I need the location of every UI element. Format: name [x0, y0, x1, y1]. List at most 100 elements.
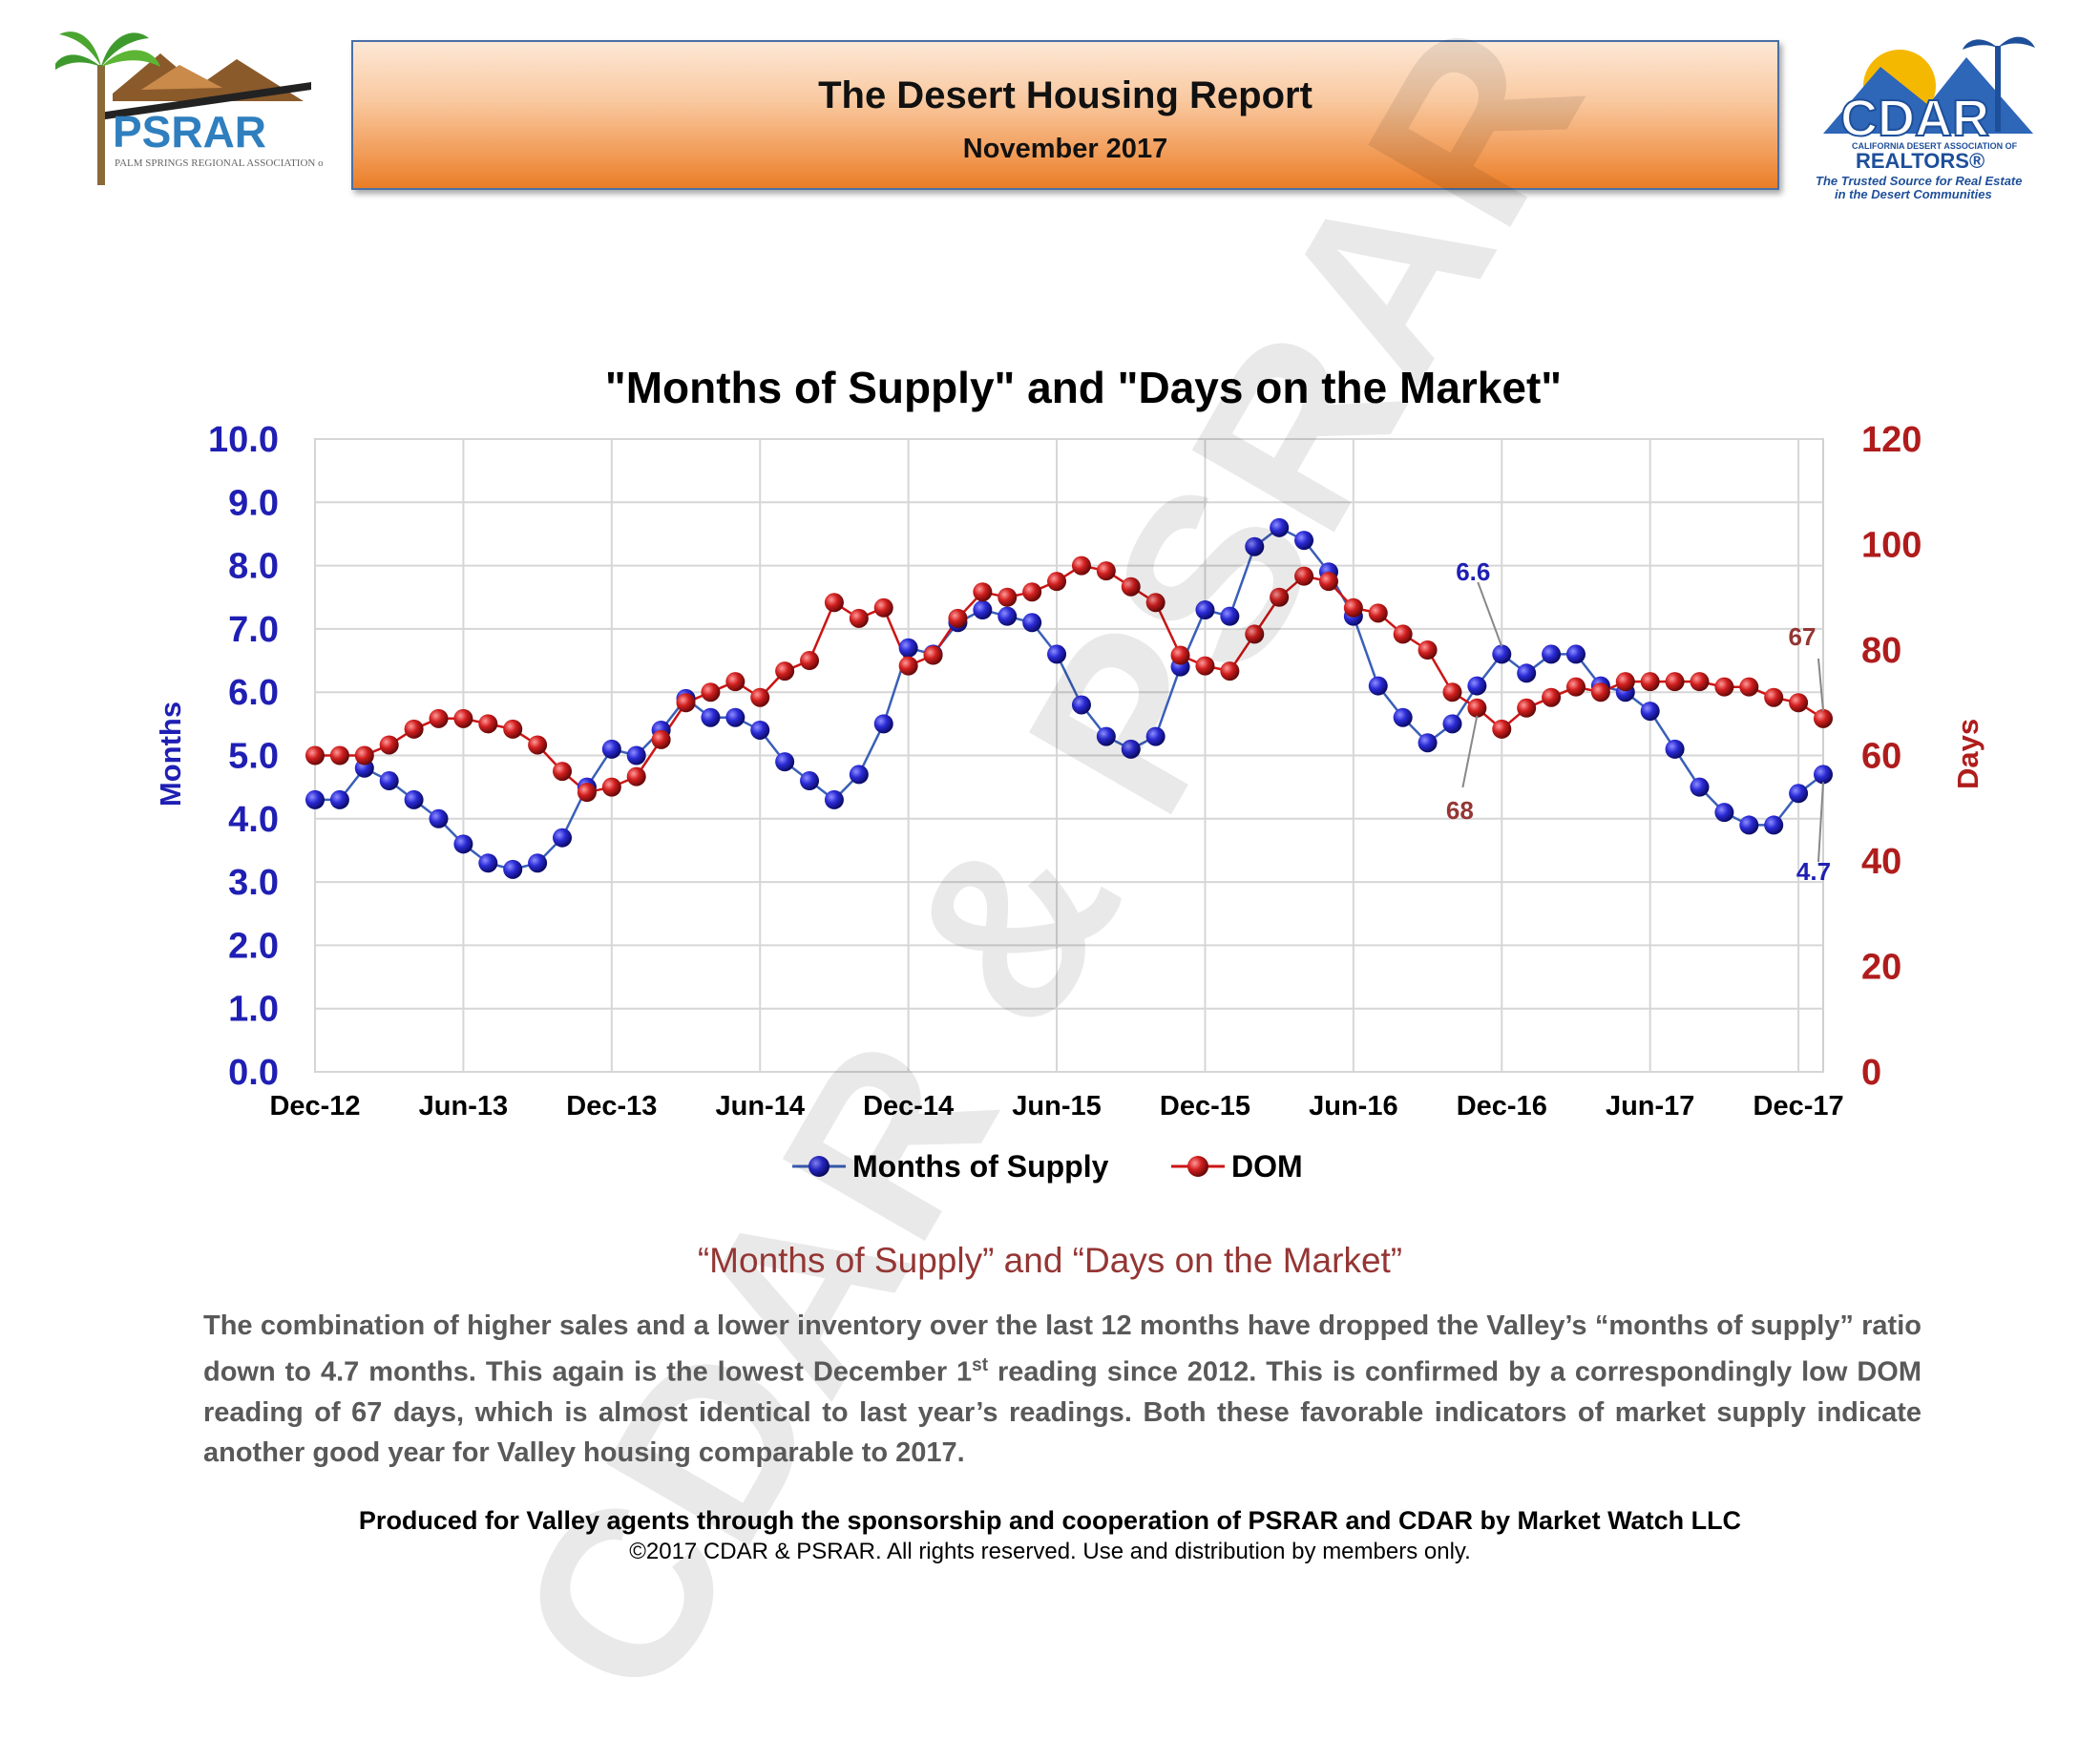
- annotation-leader: [1817, 782, 1824, 863]
- dom-point: [923, 645, 943, 665]
- months-of-supply-point: [1220, 606, 1240, 626]
- cdar-logo-subtext: CALIFORNIA DESERT ASSOCIATION OF: [1852, 141, 2018, 151]
- annotation-leader: [1461, 715, 1479, 788]
- months-of-supply-point: [1047, 644, 1067, 664]
- months-of-supply-point: [305, 789, 325, 809]
- dom-point: [404, 719, 424, 739]
- months-of-supply-point: [528, 853, 548, 873]
- footer-credit: Produced for Valley agents through the s…: [358, 1506, 1742, 1535]
- months-of-supply-point: [1640, 702, 1660, 722]
- dom-point: [1195, 656, 1215, 676]
- dom-point: [429, 708, 449, 728]
- months-of-supply-point: [1492, 644, 1512, 664]
- months-of-supply-point: [800, 771, 820, 791]
- dom-point: [354, 745, 374, 765]
- cdar-tagline-2: in the Desert Communities: [1835, 187, 1992, 201]
- section-body: The combination of higher sales and a lo…: [203, 1306, 1922, 1473]
- dom-point: [478, 714, 498, 734]
- dom-point: [453, 708, 473, 728]
- dom-point: [775, 661, 795, 681]
- y-right-tick-label: 60: [1861, 737, 1901, 777]
- y-left-tick-label: 8.0: [228, 547, 279, 587]
- months-of-supply-point: [849, 765, 869, 785]
- dom-point: [503, 719, 523, 739]
- annotation-dom-dec16: 68: [1446, 796, 1474, 825]
- y-left-tick-label: 4.0: [228, 800, 279, 840]
- x-tick-label: Jun-13: [419, 1091, 508, 1122]
- months-of-supply-point: [1195, 600, 1215, 620]
- y-left-tick-label: 7.0: [228, 610, 279, 650]
- months-of-supply-point: [824, 789, 844, 809]
- dom-point: [1442, 682, 1462, 702]
- months-of-supply-point: [1517, 663, 1537, 683]
- months-of-supply-point: [1245, 536, 1265, 556]
- y-axis-right-label: Days: [1951, 719, 1984, 789]
- y-left-tick-label: 5.0: [228, 737, 279, 777]
- body-text-superscript: st: [972, 1355, 989, 1375]
- months-of-supply-point: [1739, 815, 1759, 835]
- cdar-tagline-1: The Trusted Source for Real Estate: [1816, 174, 2023, 188]
- dom-point: [973, 582, 993, 602]
- annotation-leader: [1817, 658, 1824, 711]
- dom-point: [725, 672, 746, 692]
- dom-point: [948, 608, 968, 628]
- months-of-supply-point: [1542, 644, 1562, 664]
- dom-point: [1121, 577, 1141, 597]
- dom-point: [1714, 677, 1734, 697]
- months-of-supply-point: [1418, 733, 1438, 753]
- y-right-tick-label: 40: [1861, 842, 1901, 882]
- months-of-supply-point: [973, 600, 993, 620]
- months-of-supply-point: [750, 720, 770, 740]
- x-tick-label: Dec-15: [1160, 1091, 1250, 1122]
- months-of-supply-point: [1442, 714, 1462, 734]
- chart-title: "Months of Supply" and "Days on the Mark…: [605, 363, 1562, 412]
- dom-point: [701, 682, 721, 702]
- x-tick-label: Dec-13: [566, 1091, 657, 1122]
- annotation-leader: [1477, 581, 1503, 647]
- dom-point: [998, 587, 1018, 607]
- dom-point: [553, 762, 573, 782]
- y-right-tick-label: 120: [1861, 420, 1922, 460]
- months-of-supply-point: [1690, 777, 1710, 797]
- dom-point: [1789, 693, 1809, 713]
- cdar-logo-text: CDAR: [1840, 90, 1989, 147]
- dom-point: [1096, 561, 1116, 581]
- dom-point: [1565, 677, 1586, 697]
- months-of-supply-point: [429, 808, 449, 828]
- dom-point: [1615, 672, 1635, 692]
- months-of-supply-point: [626, 745, 646, 765]
- months-of-supply-point: [1294, 531, 1314, 551]
- months-of-supply-point: [1814, 765, 1833, 785]
- dom-point: [1270, 587, 1290, 607]
- months-of-supply-point: [329, 789, 349, 809]
- cdar-logo-realtors: REALTORS®: [1856, 149, 1984, 173]
- annotation-months-dec16: 6.6: [1456, 557, 1490, 586]
- months-of-supply-point: [775, 752, 795, 772]
- months-of-supply-point: [453, 834, 473, 854]
- annotation-months-dec17: 4.7: [1796, 857, 1831, 886]
- dom-point: [1220, 661, 1240, 681]
- dom-point: [800, 651, 820, 671]
- x-tick-label: Jun-16: [1309, 1091, 1397, 1122]
- dom-point: [1492, 719, 1512, 739]
- footer-copyright: ©2017 CDAR & PSRAR. All rights reserved.…: [629, 1539, 1471, 1564]
- dom-point: [305, 745, 325, 765]
- dom-point: [1022, 582, 1042, 602]
- dom-point: [1690, 672, 1710, 692]
- months-of-supply-point: [379, 771, 399, 791]
- y-left-tick-label: 0.0: [228, 1053, 279, 1093]
- dom-point: [1170, 645, 1190, 665]
- legend-months-label: Months of Supply: [852, 1149, 1109, 1184]
- months-of-supply-point: [701, 707, 721, 727]
- months-of-supply-point: [725, 707, 746, 727]
- dom-point: [379, 735, 399, 755]
- dom-point: [329, 745, 349, 765]
- x-tick-label: Jun-14: [715, 1091, 804, 1122]
- x-tick-label: Jun-15: [1012, 1091, 1101, 1122]
- cdar-logo: CDAR CALIFORNIA DESERT ASSOCIATION OF RE…: [1816, 36, 2035, 201]
- dom-point: [824, 593, 844, 613]
- psrar-logo: PSRAR PALM SPRINGS REGIONAL ASSOCIATION …: [55, 31, 323, 185]
- dom-point: [1294, 566, 1314, 586]
- y-left-tick-label: 2.0: [228, 926, 279, 966]
- x-tick-label: Dec-12: [269, 1091, 360, 1122]
